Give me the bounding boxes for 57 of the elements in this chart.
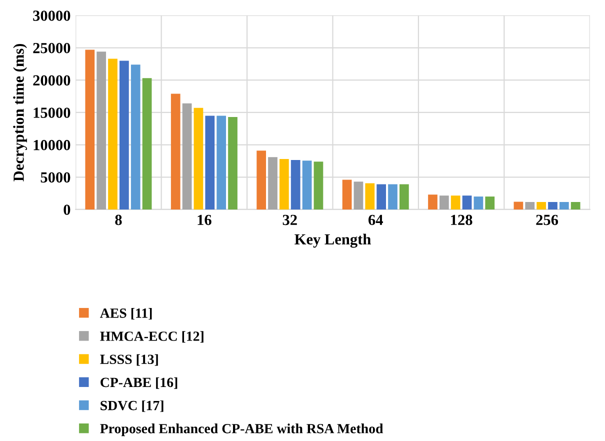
x-axis-title: Key Length [294,234,371,248]
bar [182,103,192,210]
bar [302,160,312,210]
bar [450,196,460,210]
bar [428,194,438,210]
x-tick-label: 16 [198,214,212,226]
bar [130,64,140,210]
bar [514,202,524,210]
y-tick-label: 30000 [33,10,70,21]
y-axis-title: Decryption time (ms) [13,44,28,182]
bar [559,202,569,210]
x-tick-label: 32 [282,214,297,226]
bar [536,202,546,210]
bar [194,108,204,210]
bar [376,184,386,210]
bar [474,196,484,210]
legend-label: LSSS [13] [100,354,158,366]
bar [96,52,106,210]
y-tick-label: 25000 [33,42,70,54]
bar [228,116,238,210]
y-tick-label: 0 [64,204,70,215]
y-tick-label: 5000 [40,172,70,183]
bar [290,160,300,210]
bar [108,58,118,210]
y-tick-label: 10000 [34,140,70,150]
bar [279,159,289,210]
x-tick-label: 64 [368,214,383,226]
bar [548,202,558,210]
bar [365,183,375,210]
bar [525,202,535,210]
y-tick-label: 15000 [34,108,70,118]
y-tick-label: 20000 [33,75,70,86]
bar [399,184,409,210]
x-tick-label: 256 [536,214,558,226]
legend-label: SDVC [17] [100,400,164,412]
bar [85,50,95,210]
legend-label: HMCA-ECC [12] [100,331,204,343]
bar [142,78,152,210]
bar [216,116,226,210]
bar [485,196,495,210]
bar [120,60,129,210]
bar [268,157,278,210]
bar [388,184,398,210]
bar [462,196,472,210]
legend-label: Proposed Enhanced CP-ABE with RSA Method [100,424,384,436]
x-tick-label: 8 [115,214,122,226]
bar [170,94,180,210]
bar [205,116,215,210]
bar [342,180,352,210]
legend-label: AES [11] [100,308,152,320]
bar [314,162,324,210]
bar [439,196,449,210]
x-tick-label: 128 [451,214,472,226]
legend-label: CP-ABE [16] [100,377,178,389]
bar [354,182,364,210]
bar [570,202,580,210]
bar [256,150,266,210]
